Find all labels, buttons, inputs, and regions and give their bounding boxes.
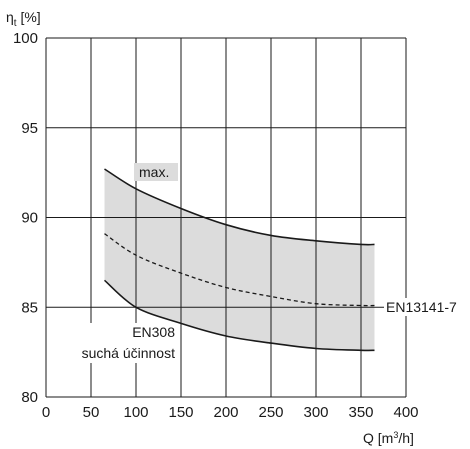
x-tick-label-6: 300 xyxy=(303,404,328,421)
x-axis-superscript: 3 xyxy=(393,430,398,440)
y-tick-label-3: 95 xyxy=(21,120,38,137)
series-line-2 xyxy=(103,279,375,352)
x-tick-label-1: 50 xyxy=(83,404,100,421)
x-tick-label-0: 0 xyxy=(42,404,50,421)
en308-label-line2: suchá účinnost xyxy=(82,345,176,361)
x-axis-base: Q [m xyxy=(363,430,393,446)
x-tick-label-3: 150 xyxy=(168,404,193,421)
x-tick-label-5: 250 xyxy=(258,404,283,421)
x-axis-label: Q [m3/h] xyxy=(363,430,414,446)
en308-label-bg xyxy=(80,323,176,363)
series-line-1 xyxy=(104,233,375,307)
en308-label-line1: EN308 xyxy=(132,324,175,340)
en13141-label-bg xyxy=(384,298,470,316)
y-tick-label-1: 85 xyxy=(21,299,38,316)
x-tick-label-2: 100 xyxy=(123,404,148,421)
efficiency-band xyxy=(104,169,375,351)
en13141-label: EN13141-7 xyxy=(386,299,457,315)
y-tick-label-2: 90 xyxy=(21,210,38,227)
x-axis-tail: /h] xyxy=(398,430,414,446)
tick-labels: 0 50 100 150 200 250 300 350 400 80 85 90 95 100 xyxy=(13,30,419,421)
max-label: max. xyxy=(139,164,169,180)
y-tick-label-4: 100 xyxy=(13,30,38,47)
series-lines xyxy=(103,168,375,352)
y-axis-unit: [%] xyxy=(17,9,41,25)
x-tick-label-8: 400 xyxy=(393,404,418,421)
max-label-bg xyxy=(134,163,178,181)
y-axis-symbol: η xyxy=(6,9,14,25)
y-axis-subscript: t xyxy=(14,18,17,29)
series-line-0 xyxy=(104,168,375,246)
efficiency-band-area xyxy=(104,169,375,351)
grid xyxy=(45,37,407,398)
y-axis-label: ηt [%] xyxy=(6,9,41,29)
x-tick-label-4: 200 xyxy=(213,404,238,421)
x-tick-label-7: 350 xyxy=(348,404,373,421)
y-tick-label-0: 80 xyxy=(21,389,38,406)
